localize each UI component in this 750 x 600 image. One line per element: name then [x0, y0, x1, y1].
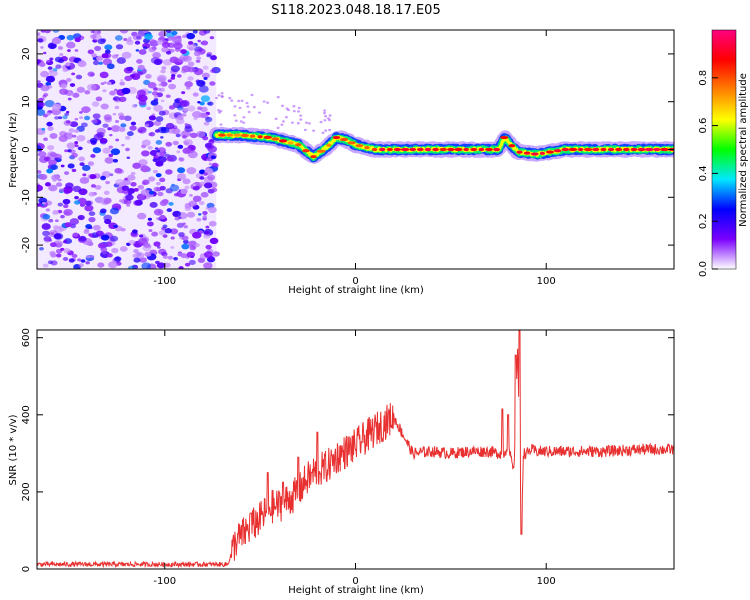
- y-tick-label: 10: [21, 95, 32, 108]
- y-tick-label: 600: [21, 328, 32, 347]
- y-tick-label: -20: [21, 237, 32, 253]
- y-tick-label: 0: [21, 566, 32, 572]
- y-tick-label: 200: [21, 482, 32, 501]
- y-tick-label: 0: [21, 146, 32, 152]
- signal-track: [209, 92, 674, 164]
- y-tick-label: 20: [21, 48, 32, 61]
- spectrogram-xlabel: Height of straight line (km): [288, 285, 424, 296]
- snr-panel: -100 0 100 0 200 400 600 Height of straight li…: [8, 328, 675, 596]
- spectrogram-ylabel: Frequency (Hz): [8, 112, 19, 188]
- colorbar-tick-label: 0.6: [698, 118, 709, 134]
- colorbar: 0.0 0.2 0.4 0.6 0.8 Normalized spectral ampl…: [698, 29, 749, 277]
- noise-region: [37, 30, 221, 269]
- snr-ticks: -100 0 100 0 200 400 600: [21, 328, 674, 587]
- figure-title: S118.2023.048.18.17.E05: [271, 3, 440, 18]
- colorbar-label: Normalized spectral amplitude: [738, 73, 749, 227]
- x-tick-label: 100: [537, 276, 556, 287]
- colorbar-ticks: 0.0 0.2 0.4 0.6 0.8: [698, 70, 718, 277]
- snr-xlabel: Height of straight line (km): [288, 585, 424, 596]
- y-tick-label: 400: [21, 405, 32, 424]
- x-tick-label: 100: [537, 576, 556, 587]
- colorbar-tick-label: 0.2: [698, 213, 709, 229]
- x-tick-label: 0: [352, 276, 358, 287]
- snr-series-line: [37, 330, 674, 569]
- x-tick-label: -100: [153, 576, 176, 587]
- colorbar-tick-label: 0.0: [698, 261, 709, 277]
- colorbar-gradient: [711, 29, 737, 270]
- colorbar-tick-label: 0.4: [698, 165, 709, 181]
- snr-ylabel: SNR (10 * v/v): [8, 414, 19, 485]
- y-tick-label: -10: [21, 189, 32, 205]
- x-tick-label: 0: [352, 576, 358, 587]
- x-tick-label: -100: [153, 276, 176, 287]
- colorbar-tick-label: 0.8: [698, 70, 709, 86]
